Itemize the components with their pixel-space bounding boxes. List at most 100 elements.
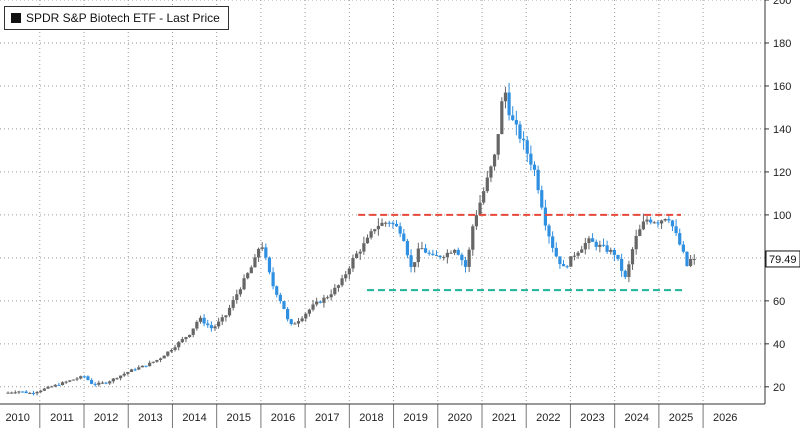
candle-body [612, 249, 616, 255]
candle-body [71, 379, 76, 381]
candle-body [405, 240, 410, 256]
candle-body [554, 247, 558, 257]
candle-body [333, 287, 337, 295]
candle-body [583, 243, 587, 250]
candle-body [594, 241, 598, 247]
candle-body [162, 355, 166, 359]
candle-body [667, 218, 671, 221]
candle-body [180, 339, 184, 343]
candle-body [380, 222, 384, 226]
candle-body [50, 386, 54, 388]
candle-body [115, 378, 119, 380]
candle-body [576, 252, 580, 256]
candle-body [678, 233, 682, 245]
candle-body [670, 220, 675, 227]
x-tick-label: 2024 [625, 412, 649, 424]
candle-body [260, 247, 264, 249]
candle-body [601, 244, 606, 246]
candle-body [93, 383, 97, 385]
candle-body [485, 177, 489, 192]
candle-body [442, 257, 446, 259]
candle-body [492, 154, 497, 167]
candle-body [10, 392, 14, 394]
x-tick-label: 2011 [50, 412, 74, 424]
candle-body [449, 252, 453, 254]
candle-body [20, 391, 25, 393]
x-tick-label: 2017 [315, 412, 339, 424]
x-tick-label: 2026 [713, 412, 737, 424]
candle-body [445, 252, 449, 258]
candle-body [565, 266, 569, 268]
candle-body [558, 256, 562, 265]
candle-body [100, 382, 105, 384]
candle-body [511, 115, 515, 120]
candle-body [496, 134, 500, 155]
candle-body [108, 381, 112, 384]
y-tick-label: 180 [773, 38, 791, 50]
candle-body [169, 349, 174, 352]
candle-body [420, 248, 424, 250]
candle-body [31, 392, 36, 394]
candle-body [453, 249, 457, 253]
candle-body [235, 294, 239, 300]
candle-body [329, 294, 333, 298]
candle-body [209, 325, 213, 329]
candle-body [394, 223, 399, 227]
candle-body [336, 285, 341, 288]
candle-body [620, 258, 624, 271]
candle-body [75, 378, 79, 380]
candle-body [307, 309, 311, 314]
candle-body [645, 219, 649, 222]
candle-body [293, 323, 297, 325]
candle-body [271, 272, 275, 287]
candle-body [296, 321, 301, 324]
candle-body [540, 190, 544, 208]
candle-body [623, 270, 627, 278]
y-tick-label: 40 [773, 339, 785, 351]
candle-body [474, 215, 479, 227]
candle-body [246, 273, 250, 279]
candle-body [482, 191, 486, 203]
candle-body [304, 313, 308, 319]
x-tick-label: 2020 [448, 412, 472, 424]
candle-body [569, 256, 573, 267]
candle-body [289, 319, 293, 325]
candle-body [536, 169, 540, 191]
candle-body [325, 297, 330, 299]
candle-body [206, 323, 210, 326]
candle-body [129, 369, 134, 373]
candle-body [641, 221, 646, 230]
candle-body [195, 321, 199, 329]
candle-body [365, 237, 370, 244]
candle-body [119, 375, 123, 379]
candle-body [616, 254, 620, 259]
candle-body [547, 225, 551, 237]
candle-body [649, 219, 653, 223]
candle-body [471, 226, 475, 250]
candle-body [24, 391, 28, 393]
candle-body [187, 334, 192, 338]
last-price-box [765, 250, 800, 268]
candle-body [155, 360, 159, 362]
candle-body [282, 301, 286, 309]
candle-body [166, 351, 170, 356]
candle-body [431, 253, 435, 255]
candle-body [191, 328, 195, 335]
candle-body [6, 392, 10, 394]
candle-body [275, 286, 279, 295]
candle-body [39, 390, 43, 392]
candle-body [227, 307, 232, 316]
candle-body [46, 386, 50, 389]
candle-body [532, 164, 537, 170]
candle-body [213, 326, 217, 329]
candle-body [144, 365, 148, 367]
candle-body [551, 236, 555, 248]
candle-body [351, 258, 355, 269]
y-tick-label: 200 [773, 0, 791, 7]
candle-body [89, 379, 94, 384]
candle-body [376, 225, 380, 230]
candle-body [224, 315, 228, 318]
candle-body [315, 301, 319, 305]
